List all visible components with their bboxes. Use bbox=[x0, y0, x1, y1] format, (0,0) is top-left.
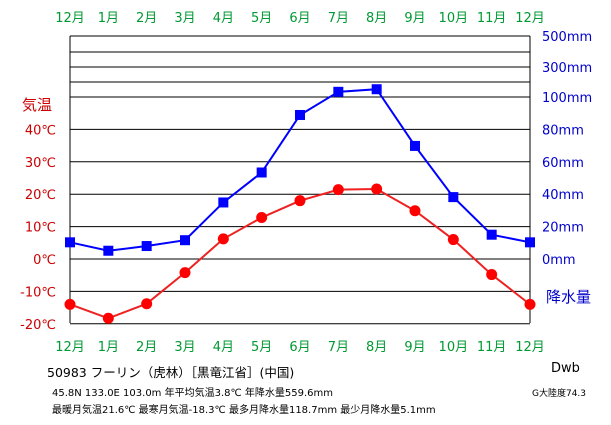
month-label-bottom: 3月 bbox=[174, 340, 195, 355]
koppen-class: Dwb bbox=[551, 361, 580, 376]
temp-tick-label: -20℃ bbox=[20, 318, 56, 333]
precip-tick-label: 100mm bbox=[542, 91, 592, 106]
precipitation-point bbox=[295, 109, 305, 120]
temperature-point bbox=[409, 205, 421, 217]
temperature-point bbox=[102, 312, 114, 324]
temp-axis-title: 気温 bbox=[22, 96, 52, 114]
precip-tick-label: 60mm bbox=[542, 156, 584, 171]
month-label-top: 5月 bbox=[251, 11, 272, 26]
temperature-point bbox=[447, 234, 459, 246]
station-title: 50983 フーリン（虎林）［黒竜江省］(中国) bbox=[47, 365, 295, 380]
month-label-bottom: 2月 bbox=[136, 340, 157, 355]
month-label-top: 8月 bbox=[366, 11, 387, 26]
station-details-line2: 最暖月気温21.6℃ 最寒月気温-18.3℃ 最多月降水量118.7mm 最少月… bbox=[52, 405, 436, 416]
temp-tick-label: 40℃ bbox=[25, 123, 56, 138]
precip-tick-label: 0mm bbox=[542, 253, 576, 268]
precipitation-point bbox=[180, 235, 190, 246]
precipitation-point bbox=[448, 192, 459, 203]
precipitation-point bbox=[333, 86, 344, 97]
temperature-point bbox=[486, 269, 498, 281]
month-label-top: 10月 bbox=[439, 11, 469, 26]
month-label-bottom: 7月 bbox=[328, 340, 349, 355]
temp-tick-label: 10℃ bbox=[25, 221, 56, 236]
month-label-top: 12月 bbox=[55, 11, 85, 26]
temperature-point bbox=[141, 298, 153, 310]
precip-tick-label: 80mm bbox=[542, 123, 584, 138]
precipitation-point bbox=[218, 197, 229, 208]
month-label-bottom: 5月 bbox=[251, 340, 272, 355]
temp-tick-label: 30℃ bbox=[25, 156, 56, 171]
temperature-point bbox=[179, 267, 191, 279]
month-label-bottom: 8月 bbox=[366, 340, 387, 355]
month-label-bottom: 4月 bbox=[213, 340, 234, 355]
station-details-line1: 45.8N 133.0E 103.0m 年平均気温3.8℃ 年降水量559.6m… bbox=[52, 388, 334, 399]
precip-tick-label: 500mm bbox=[542, 30, 592, 45]
precip-tick-label: 20mm bbox=[542, 221, 584, 236]
temp-tick-label: 20℃ bbox=[25, 188, 56, 203]
month-label-top: 3月 bbox=[174, 11, 195, 26]
month-label-bottom: 12月 bbox=[515, 340, 545, 355]
month-label-top: 12月 bbox=[515, 11, 545, 26]
temp-tick-label: 0℃ bbox=[33, 253, 56, 268]
month-label-bottom: 9月 bbox=[404, 340, 425, 355]
month-label-bottom: 1月 bbox=[98, 340, 119, 355]
temperature-point bbox=[64, 298, 76, 310]
month-label-top: 7月 bbox=[328, 11, 349, 26]
temperature-point bbox=[332, 184, 344, 196]
temp-tick-label: -10℃ bbox=[20, 285, 56, 300]
month-label-top: 9月 bbox=[404, 11, 425, 26]
temperature-point bbox=[256, 212, 268, 224]
temperature-point bbox=[294, 195, 306, 207]
month-label-bottom: 11月 bbox=[477, 340, 507, 355]
continentality-index: G大陸度74.3 bbox=[532, 389, 587, 399]
month-label-top: 2月 bbox=[136, 11, 157, 26]
month-label-top: 1月 bbox=[98, 11, 119, 26]
precipitation-point bbox=[525, 237, 535, 248]
precipitation-point bbox=[65, 237, 75, 248]
temperature-line bbox=[69, 188, 531, 320]
month-label-top: 11月 bbox=[477, 11, 507, 26]
precip-tick-label: 40mm bbox=[542, 188, 584, 203]
month-label-bottom: 10月 bbox=[439, 340, 469, 355]
precipitation-point bbox=[486, 229, 497, 240]
month-label-top: 4月 bbox=[213, 11, 234, 26]
precip-tick-label: 300mm bbox=[542, 61, 592, 76]
precipitation-point bbox=[410, 140, 420, 151]
temperature-point bbox=[217, 233, 229, 245]
precip-axis-title: 降水量 bbox=[546, 288, 591, 306]
precipitation-point bbox=[371, 84, 382, 95]
month-label-bottom: 6月 bbox=[289, 340, 310, 355]
precipitation-point bbox=[141, 241, 152, 252]
precipitation-point bbox=[103, 245, 114, 256]
temperature-point bbox=[371, 183, 383, 195]
precipitation-point bbox=[256, 167, 267, 178]
month-label-bottom: 12月 bbox=[55, 340, 85, 355]
temperature-point bbox=[524, 298, 536, 310]
month-label-top: 6月 bbox=[289, 11, 310, 26]
